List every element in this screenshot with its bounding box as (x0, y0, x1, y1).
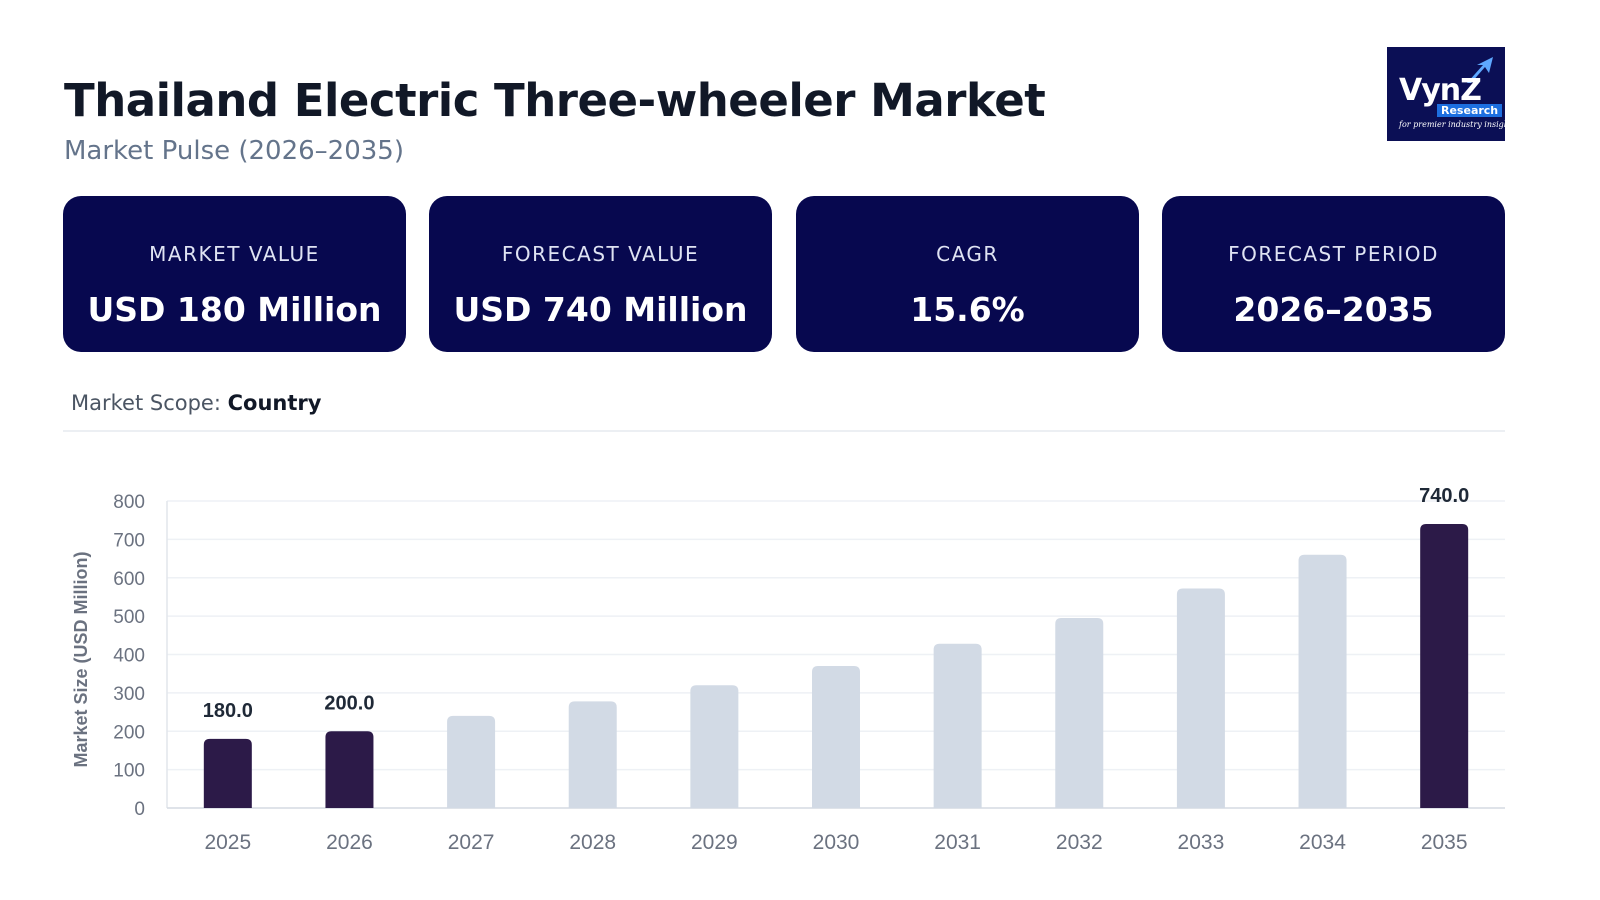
x-tick-label: 2025 (204, 831, 251, 854)
bar-2034 (1298, 554, 1347, 808)
card-label: FORECAST PERIOD (1228, 242, 1439, 266)
page-title: Thailand Electric Three-wheeler Market (64, 74, 1046, 127)
forecast-value-card: FORECAST VALUE USD 740 Million (429, 196, 772, 352)
bar-2031 (933, 643, 982, 808)
x-tick-label: 2034 (1299, 831, 1346, 854)
logo-subtitle: Research (1437, 104, 1503, 117)
y-tick-label: 0 (134, 799, 145, 820)
cagr-card: CAGR 15.6% (796, 196, 1139, 352)
data-label: 740.0 (1419, 485, 1469, 507)
y-tick-label: 400 (113, 646, 145, 667)
y-tick-label: 700 (113, 530, 145, 551)
x-tick-label: 2032 (1056, 831, 1103, 854)
x-tick-label: 2030 (813, 831, 860, 854)
bar-2035 (1420, 524, 1469, 808)
card-value: 15.6% (910, 290, 1025, 329)
logo-wordmark: VynZ (1399, 73, 1482, 108)
market-scope: Market Scope: Country (71, 391, 321, 415)
bar-2028 (568, 701, 617, 808)
data-label: 200.0 (324, 692, 374, 714)
bar-2032 (1055, 618, 1104, 808)
y-tick-label: 600 (113, 569, 145, 590)
x-tick-label: 2035 (1421, 831, 1468, 854)
y-axis-label: Market Size (USD Million) (71, 551, 91, 767)
card-value: USD 740 Million (453, 290, 748, 329)
card-value: USD 180 Million (87, 290, 382, 329)
arrow-icon (1467, 57, 1493, 83)
bar-2026 (325, 731, 374, 808)
y-tick-label: 300 (113, 684, 145, 705)
card-label: FORECAST VALUE (501, 242, 700, 266)
y-tick-label: 800 (113, 492, 145, 513)
card-label: CAGR (936, 242, 999, 266)
x-tick-label: 2031 (934, 831, 981, 854)
x-tick-label: 2028 (569, 831, 616, 854)
bar-2030 (812, 666, 860, 808)
bar-chart: 0 100 200 300 400 500 600 700 800 Market Size (US… (71, 485, 1505, 854)
logo-tagline: for premier industry insights (1399, 120, 1505, 129)
y-tick-label: 200 (113, 722, 145, 743)
market-value-card: MARKET VALUE USD 180 Million (63, 196, 406, 352)
x-tick-label: 2033 (1178, 831, 1225, 854)
bar-2029 (690, 685, 739, 808)
bar-2025 (203, 738, 252, 808)
data-label: 180.0 (203, 700, 253, 722)
card-label: MARKET VALUE (149, 242, 320, 266)
card-value: 2026–2035 (1233, 290, 1434, 329)
bar-2027 (447, 715, 496, 808)
bar-2033 (1176, 588, 1225, 808)
divider (63, 430, 1505, 432)
market-scope-value: Country (227, 391, 322, 415)
forecast-period-card: FORECAST PERIOD 2026–2035 (1162, 196, 1505, 352)
page-subtitle: Market Pulse (2026–2035) (64, 136, 404, 166)
x-tick-label: 2029 (691, 831, 738, 854)
brand-logo: VynZ Research for premier industry insig… (1387, 47, 1505, 141)
y-tick-label: 100 (113, 761, 145, 782)
y-tick-label: 500 (113, 607, 145, 628)
market-scope-label: Market Scope: (71, 391, 221, 415)
x-tick-label: 2026 (326, 831, 373, 854)
x-tick-label: 2027 (448, 831, 495, 854)
